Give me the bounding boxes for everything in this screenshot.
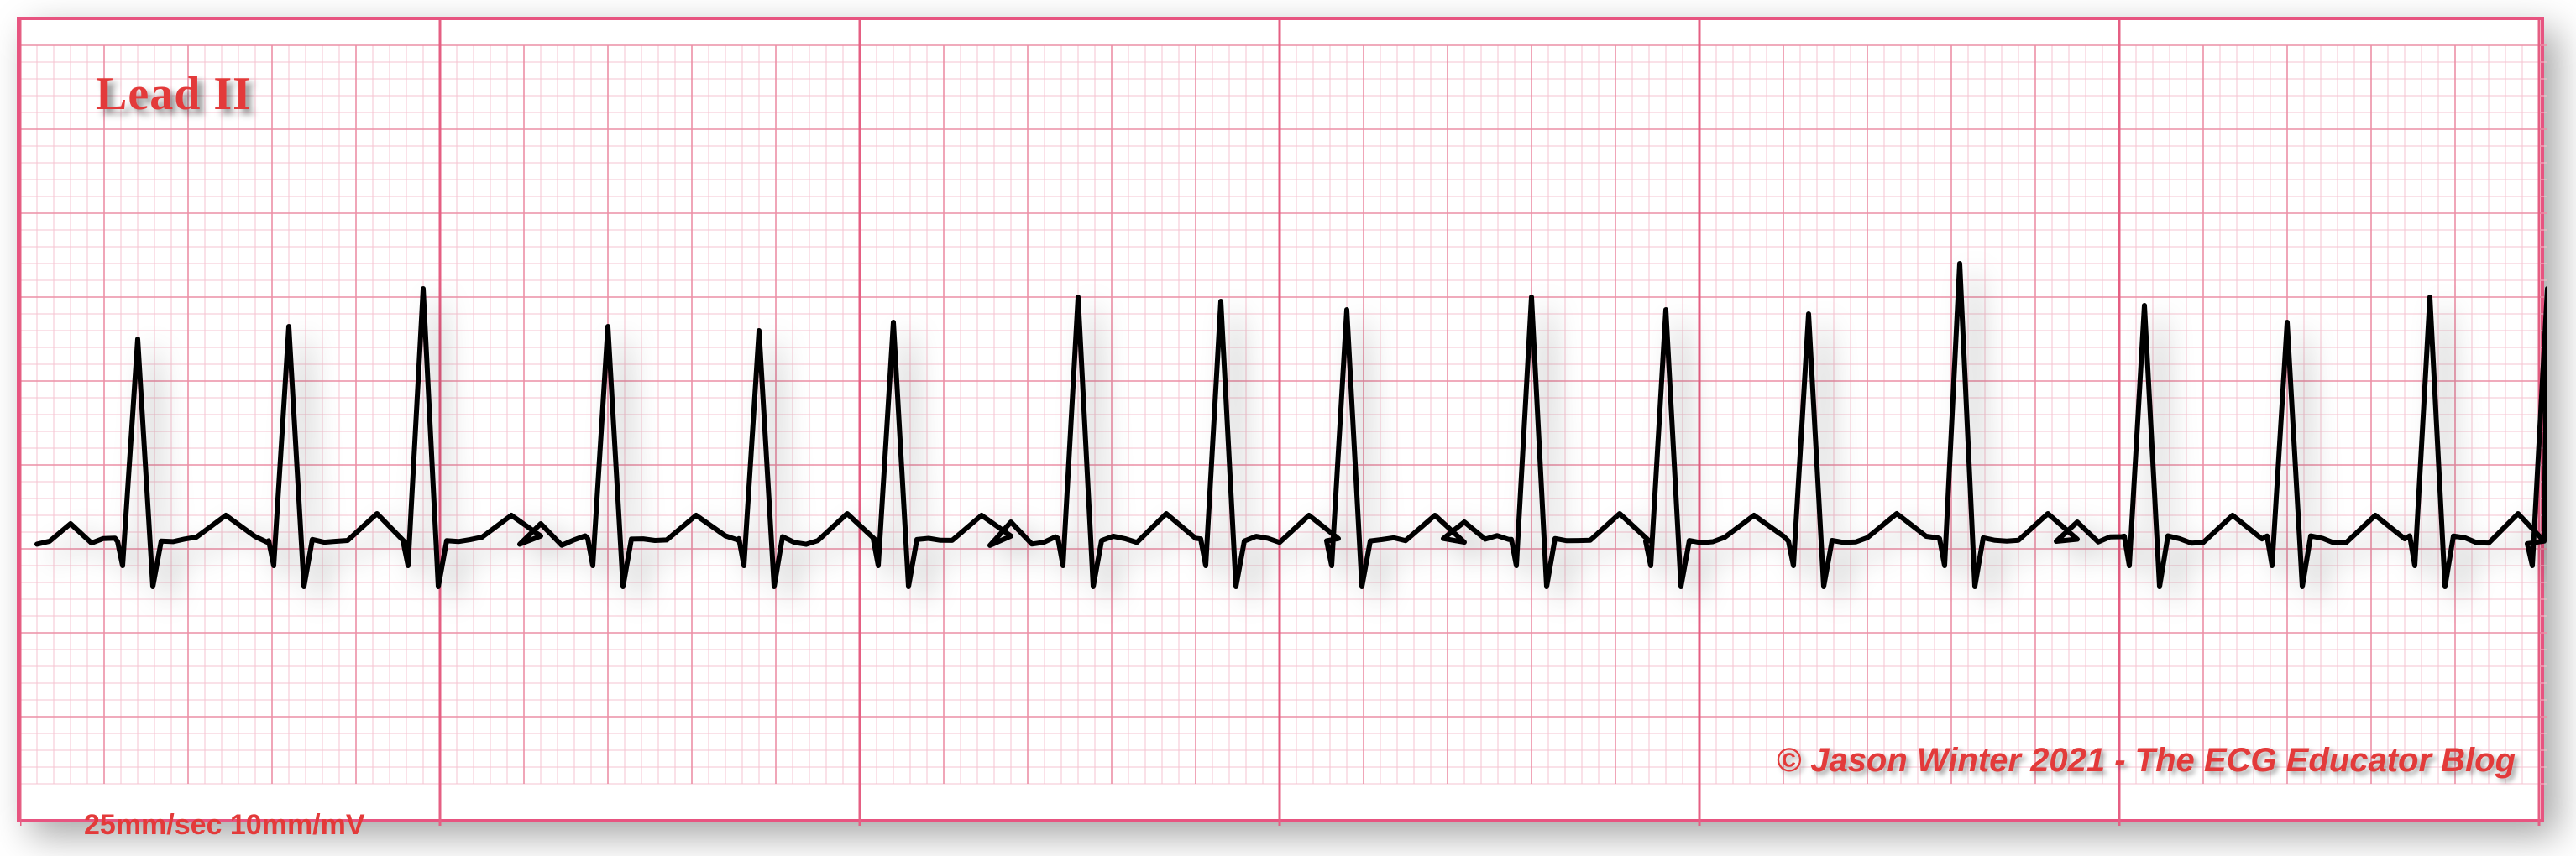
ecg-strip-figure: Lead II © Jason Winter 2021 - The ECG Ed… [0, 0, 2576, 856]
ecg-paper: Lead II © Jason Winter 2021 - The ECG Ed… [17, 17, 2544, 822]
ecg-trace [20, 20, 2547, 826]
calibration-label: 25mm/sec 10mm/mV [84, 809, 365, 842]
lead-label: Lead II [96, 67, 252, 121]
copyright-label: © Jason Winter 2021 - The ECG Educator B… [1777, 742, 2516, 780]
